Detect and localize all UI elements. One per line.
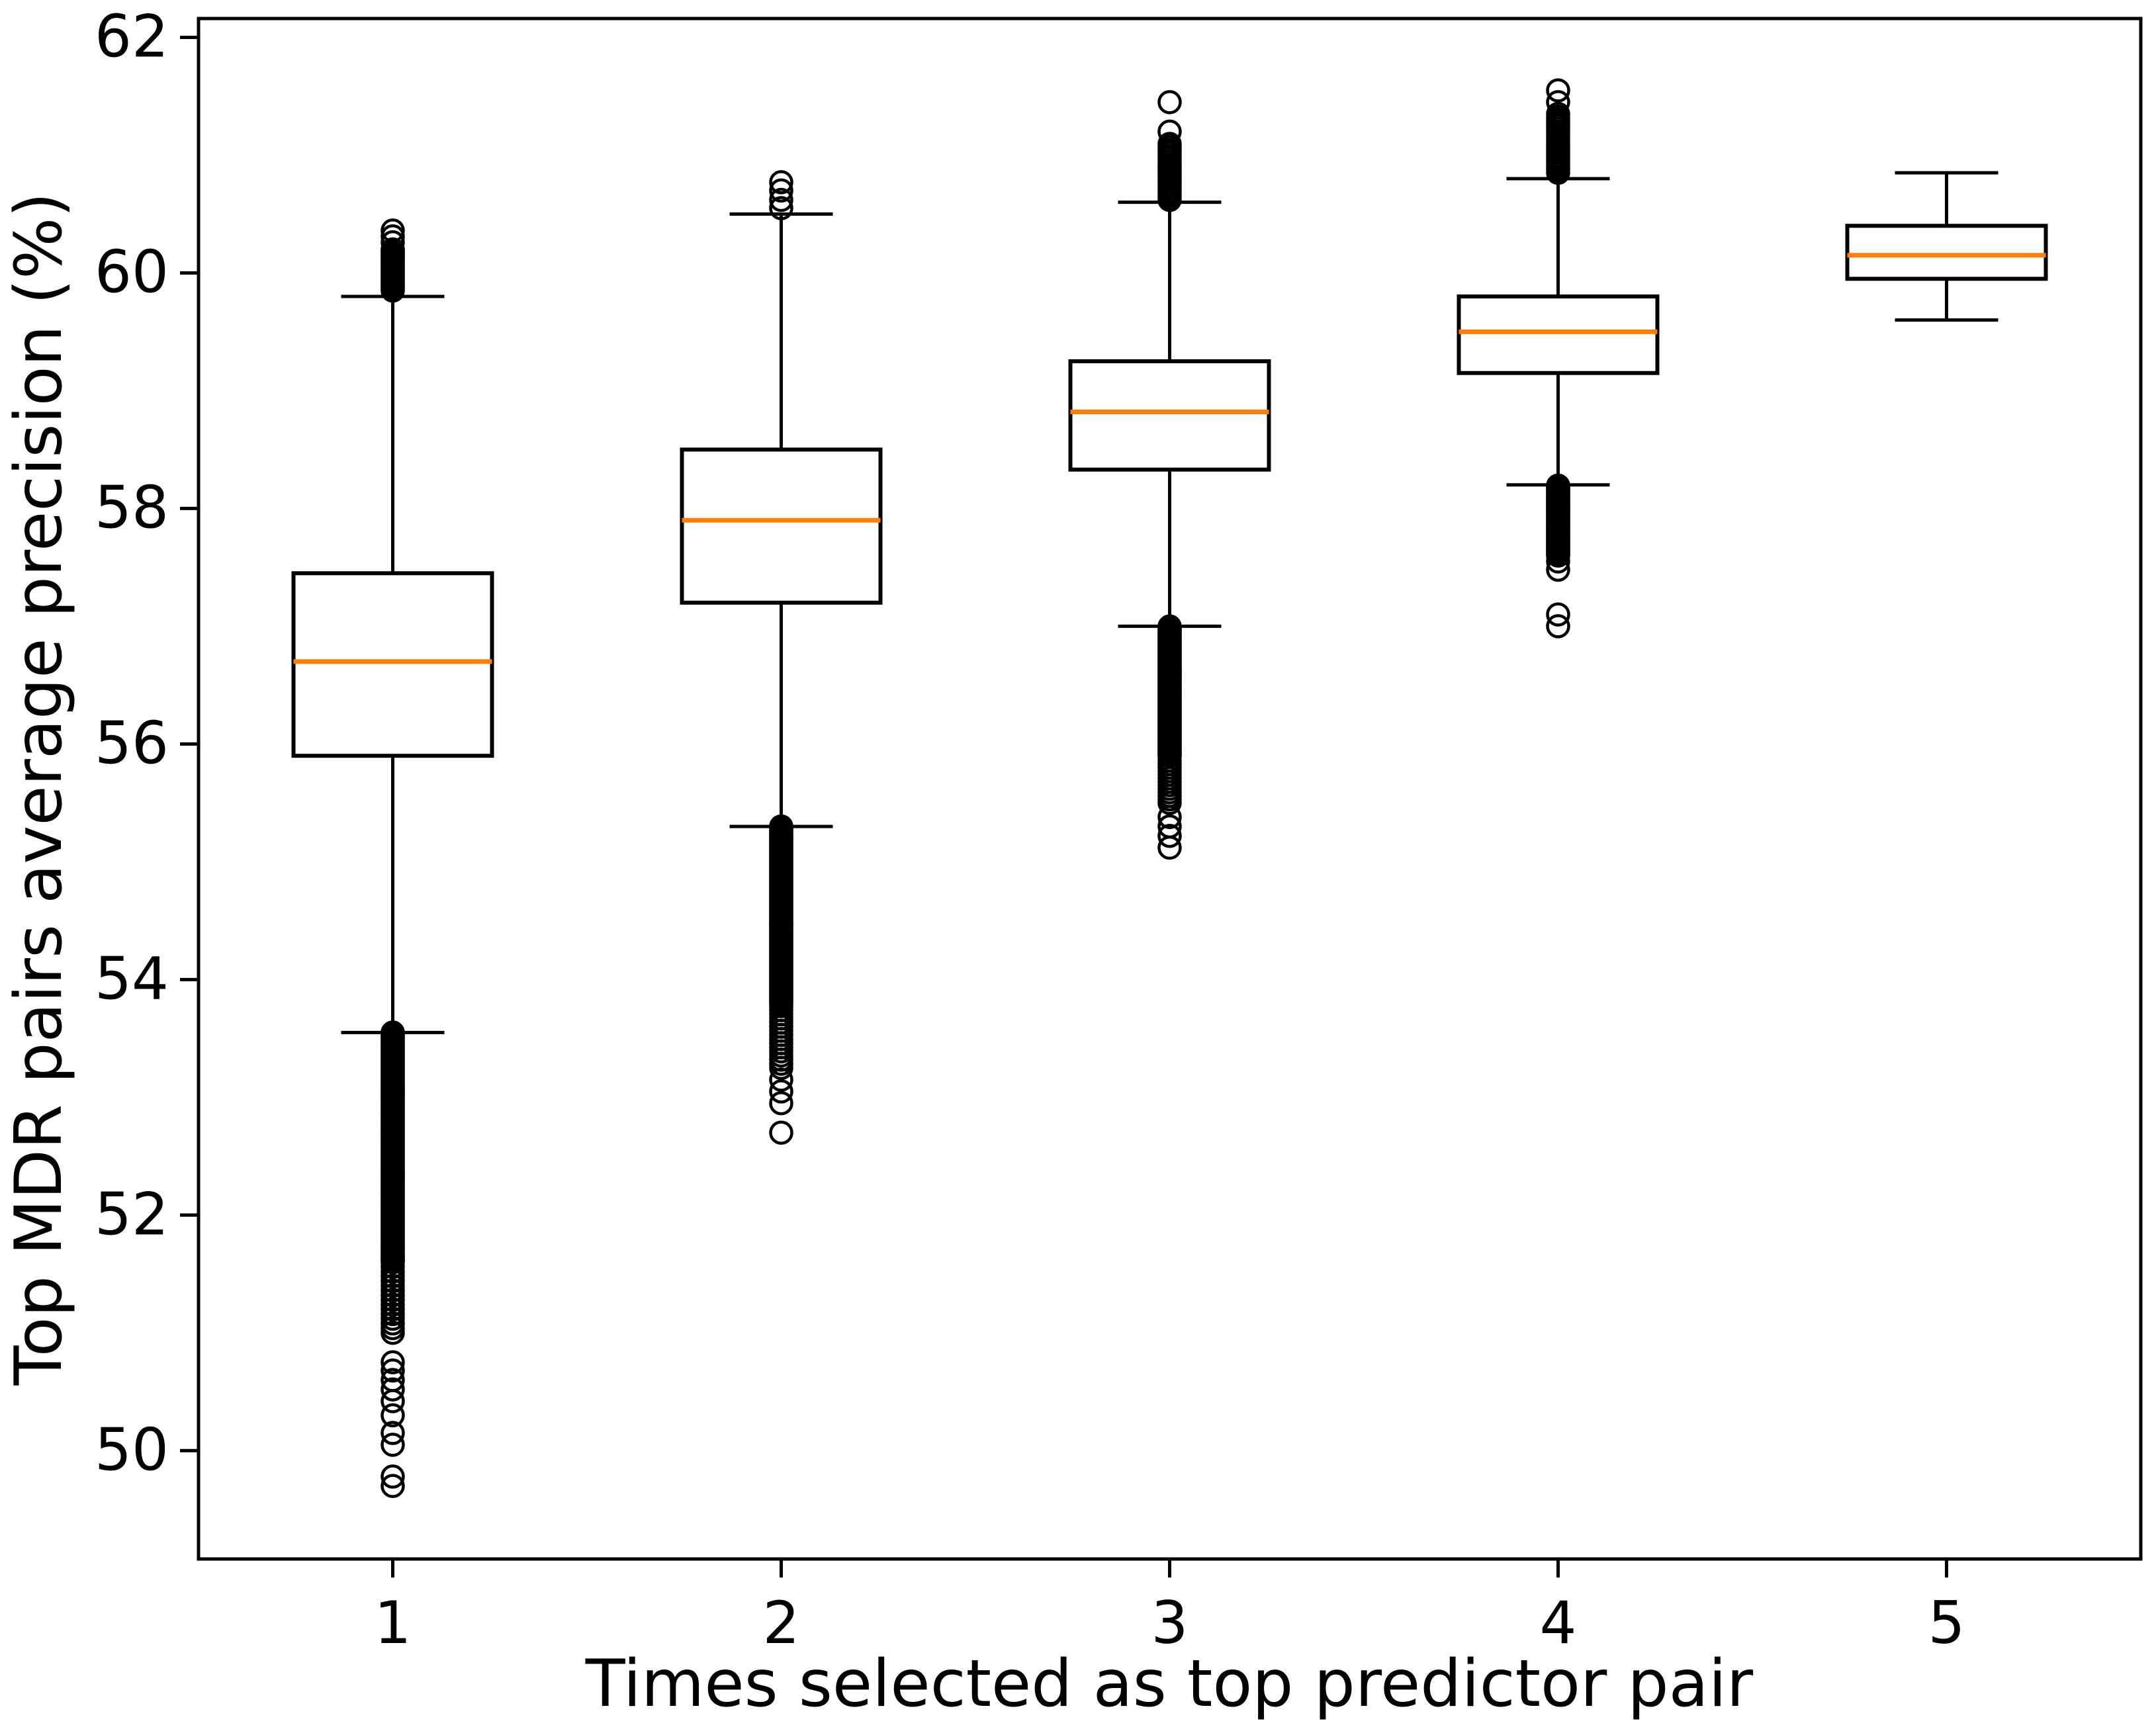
box-rect — [291, 571, 494, 758]
outlier-point — [381, 237, 405, 262]
outlier-point — [381, 1255, 405, 1279]
outlier-point — [769, 178, 793, 203]
outlier-point — [769, 814, 793, 839]
outlier-point — [1157, 748, 1182, 773]
outlier-point — [1157, 132, 1182, 156]
y-tick-label-56: 56 — [95, 709, 169, 777]
outlier-point — [381, 1474, 405, 1498]
outlier-point — [1546, 602, 1570, 627]
outlier-point — [381, 1020, 405, 1045]
outlier-point — [769, 170, 793, 195]
outlier-point — [1546, 473, 1570, 498]
x-axis-label: Times selected as top predictor pair — [585, 1646, 1754, 1722]
outlier-point — [1546, 614, 1570, 639]
x-tick-label-4: 4 — [1540, 1589, 1577, 1657]
x-tick-label-3: 3 — [1151, 1589, 1189, 1657]
x-tick-label-2: 2 — [763, 1589, 800, 1657]
outlier-point — [381, 1350, 405, 1375]
outlier-point — [381, 1358, 405, 1383]
outlier-point — [381, 1377, 405, 1401]
outlier-point — [769, 196, 793, 220]
y-tick-label-62: 62 — [95, 3, 169, 71]
box-group-5 — [1845, 171, 2048, 322]
y-axis-label: Top MDR pairs average precision (%) — [1, 193, 77, 1386]
y-tick-label-60: 60 — [95, 238, 169, 306]
plot-border — [197, 17, 2143, 1561]
outlier-point — [769, 187, 793, 212]
outlier-point — [1157, 823, 1182, 848]
outlier-point — [381, 1464, 405, 1489]
outlier-point — [381, 1403, 405, 1428]
outlier-point — [381, 1433, 405, 1457]
x-tick-label-1: 1 — [375, 1589, 412, 1657]
outlier-point — [769, 1079, 793, 1104]
box-group-2 — [680, 170, 883, 1145]
box-group-1 — [291, 218, 494, 1498]
box-group-4 — [1457, 78, 1660, 639]
outlier-point — [769, 1090, 793, 1116]
y-tick-label-50: 50 — [95, 1415, 169, 1484]
x-tick-label-5: 5 — [1928, 1589, 1965, 1657]
outlier-point — [381, 1389, 405, 1413]
box-rect — [1845, 224, 2048, 281]
box-rect — [1068, 359, 1271, 472]
outlier-point — [1546, 101, 1570, 126]
outlier-point — [1157, 614, 1182, 639]
plot-area: 62 60 58 56 54 52 50 1 2 3 4 5 — [95, 3, 2143, 1657]
outlier-point — [381, 1421, 405, 1445]
outlier-point — [1157, 835, 1182, 860]
box-rect — [1457, 294, 1660, 375]
y-tick-label-52: 52 — [95, 1180, 169, 1248]
y-tick-label-54: 54 — [95, 944, 169, 1012]
outlier-point — [1546, 78, 1570, 103]
y-tick-label-58: 58 — [95, 473, 169, 541]
outlier-point — [769, 1120, 793, 1145]
outlier-point — [769, 994, 793, 1018]
outlier-point — [1157, 90, 1182, 114]
box-rect — [680, 447, 883, 605]
box-group-3 — [1068, 90, 1271, 860]
